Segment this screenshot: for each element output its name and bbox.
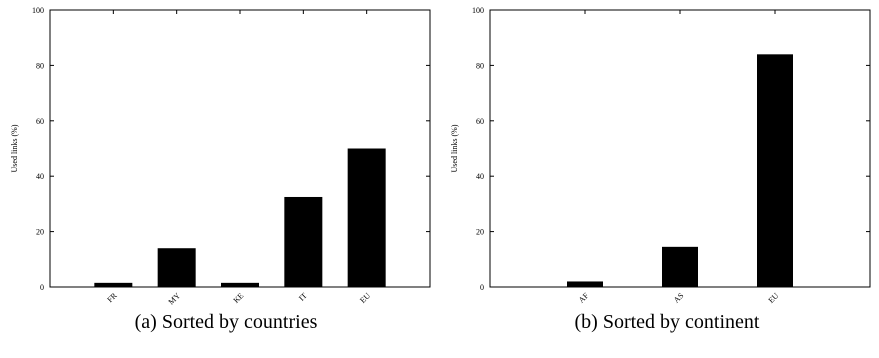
x-tick-label-it: IT — [297, 291, 309, 303]
y-axis-label: Used links (%) — [450, 124, 459, 172]
x-tick-label-eu: EU — [767, 291, 781, 305]
y-tick-label: 80 — [476, 61, 484, 70]
x-tick-label-af: AF — [577, 291, 591, 305]
y-tick-label: 20 — [36, 228, 44, 237]
chart-continent: 0 20 40 60 80 100 Used links (%) AF AS EU — [450, 6, 871, 305]
chart-countries: 0 20 40 60 80 100 Used links (%) FR MY KE IT EU — [10, 6, 431, 307]
bar-eu — [347, 148, 386, 287]
y-tick-label: 0 — [480, 283, 484, 292]
y-tick-label: 40 — [36, 172, 44, 181]
y-tick-label: 40 — [476, 172, 484, 181]
y-tick-label: 60 — [36, 117, 44, 126]
caption-countries: (a) Sorted by countries — [135, 311, 318, 333]
y-axis-label: Used links (%) — [10, 124, 19, 172]
y-tick-label: 20 — [476, 228, 484, 237]
y-tick-label: 80 — [36, 61, 44, 70]
bar-as — [662, 246, 698, 287]
x-tick-label-fr: FR — [105, 291, 119, 305]
y-tick-label: 0 — [40, 283, 44, 292]
y-tick-label: 100 — [472, 6, 484, 15]
x-tick-label-my: MY — [167, 291, 183, 307]
x-tick-label-ke: KE — [232, 291, 246, 305]
bar-it — [284, 196, 323, 287]
x-tick-label-as: AS — [672, 291, 686, 305]
bar-my — [157, 248, 196, 287]
y-tick-label: 100 — [32, 6, 44, 15]
caption-continent: (b) Sorted by continent — [575, 311, 760, 333]
y-tick-label: 60 — [476, 117, 484, 126]
plot-frame — [489, 9, 871, 288]
x-tick-label-eu: EU — [358, 291, 372, 305]
bar-eu — [757, 54, 793, 287]
